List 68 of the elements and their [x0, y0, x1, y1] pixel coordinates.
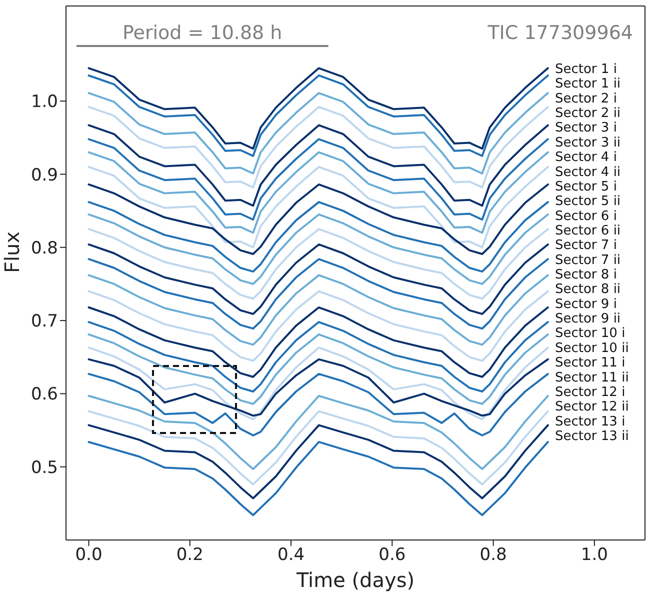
y-tick-label: 0.7: [30, 312, 58, 332]
line-series: [88, 358, 549, 417]
x-axis-title: Time (days): [295, 568, 415, 592]
series-label: Sector 3 i: [554, 120, 617, 136]
series-label: Sector 13 ii: [554, 429, 629, 444]
line-series: [88, 228, 549, 300]
line-series: [88, 333, 549, 405]
series-label: Sector 1 i: [554, 62, 617, 77]
series-label: Sector 10 i: [554, 326, 626, 342]
line-series: [88, 243, 549, 315]
series-label: Sector 11 i: [554, 356, 626, 371]
y-tick-label: 1.0: [30, 92, 58, 112]
series-label: Sector 7 ii: [554, 252, 621, 268]
line-series: [88, 74, 549, 157]
series-label: Sector 12 i: [554, 384, 626, 400]
line-series: [88, 394, 549, 470]
y-tick-label: 0.6: [30, 384, 58, 405]
annotation: TIC 177309964: [486, 22, 633, 44]
y-tick-label: 0.5: [30, 458, 58, 478]
series-label: Sector 2 i: [554, 91, 617, 106]
series-label: Sector 11 ii: [554, 370, 629, 386]
line-series: [88, 213, 549, 285]
series-label: Sector 5 ii: [554, 194, 621, 210]
series-label: Sector 6 ii: [554, 223, 621, 238]
series-label: Sector 4 ii: [554, 164, 621, 180]
line-series: [88, 306, 549, 378]
line-series: [88, 274, 549, 346]
series-label: Sector 7 i: [554, 238, 617, 254]
x-tick-label: 0.2: [176, 545, 204, 566]
y-tick-label: 0.8: [30, 238, 58, 258]
line-series: [88, 67, 549, 150]
y-tick-label: 0.9: [30, 165, 58, 186]
series-label: Sector 1 ii: [554, 76, 621, 92]
x-tick-label: 0.8: [480, 545, 507, 566]
line-series: [88, 321, 549, 393]
line-series: [88, 258, 549, 330]
line-series: [88, 151, 549, 234]
x-tick-label: 0.6: [378, 545, 406, 566]
x-tick-label: 1.0: [580, 545, 608, 566]
series-label: Sector 8 i: [554, 268, 617, 283]
series-label: Sector 13 i: [554, 414, 626, 430]
line-series: [88, 138, 549, 221]
series-label: Sector 6 i: [554, 208, 617, 224]
annotation: Period = 10.88 h: [122, 22, 282, 44]
line-series: [88, 166, 549, 248]
line-series: [88, 106, 549, 188]
line-series: [88, 124, 549, 207]
line-series: [88, 183, 549, 255]
series-label: Sector 4 i: [554, 150, 617, 166]
x-tick-label: 0.0: [75, 545, 102, 566]
series-label: Sector 8 ii: [554, 282, 621, 298]
series-label: Sector 9 ii: [554, 312, 621, 327]
y-axis-title: Flux: [0, 231, 24, 273]
line-series: [88, 410, 549, 486]
series-label: Sector 3 ii: [554, 135, 621, 150]
series-label: Sector 5 i: [554, 179, 617, 194]
series-label: Sector 10 ii: [554, 340, 629, 356]
line-series: [88, 346, 549, 420]
line-series: [88, 424, 549, 500]
line-series: [88, 440, 549, 516]
line-series: [88, 372, 549, 436]
line-series: [88, 201, 549, 273]
line-series: [88, 290, 549, 362]
x-tick-label: 0.4: [278, 545, 305, 566]
series-label: Sector 9 i: [554, 296, 617, 312]
series-label: Sector 12 ii: [554, 400, 629, 415]
series-label: Sector 2 ii: [554, 106, 621, 122]
line-series: [88, 92, 549, 175]
